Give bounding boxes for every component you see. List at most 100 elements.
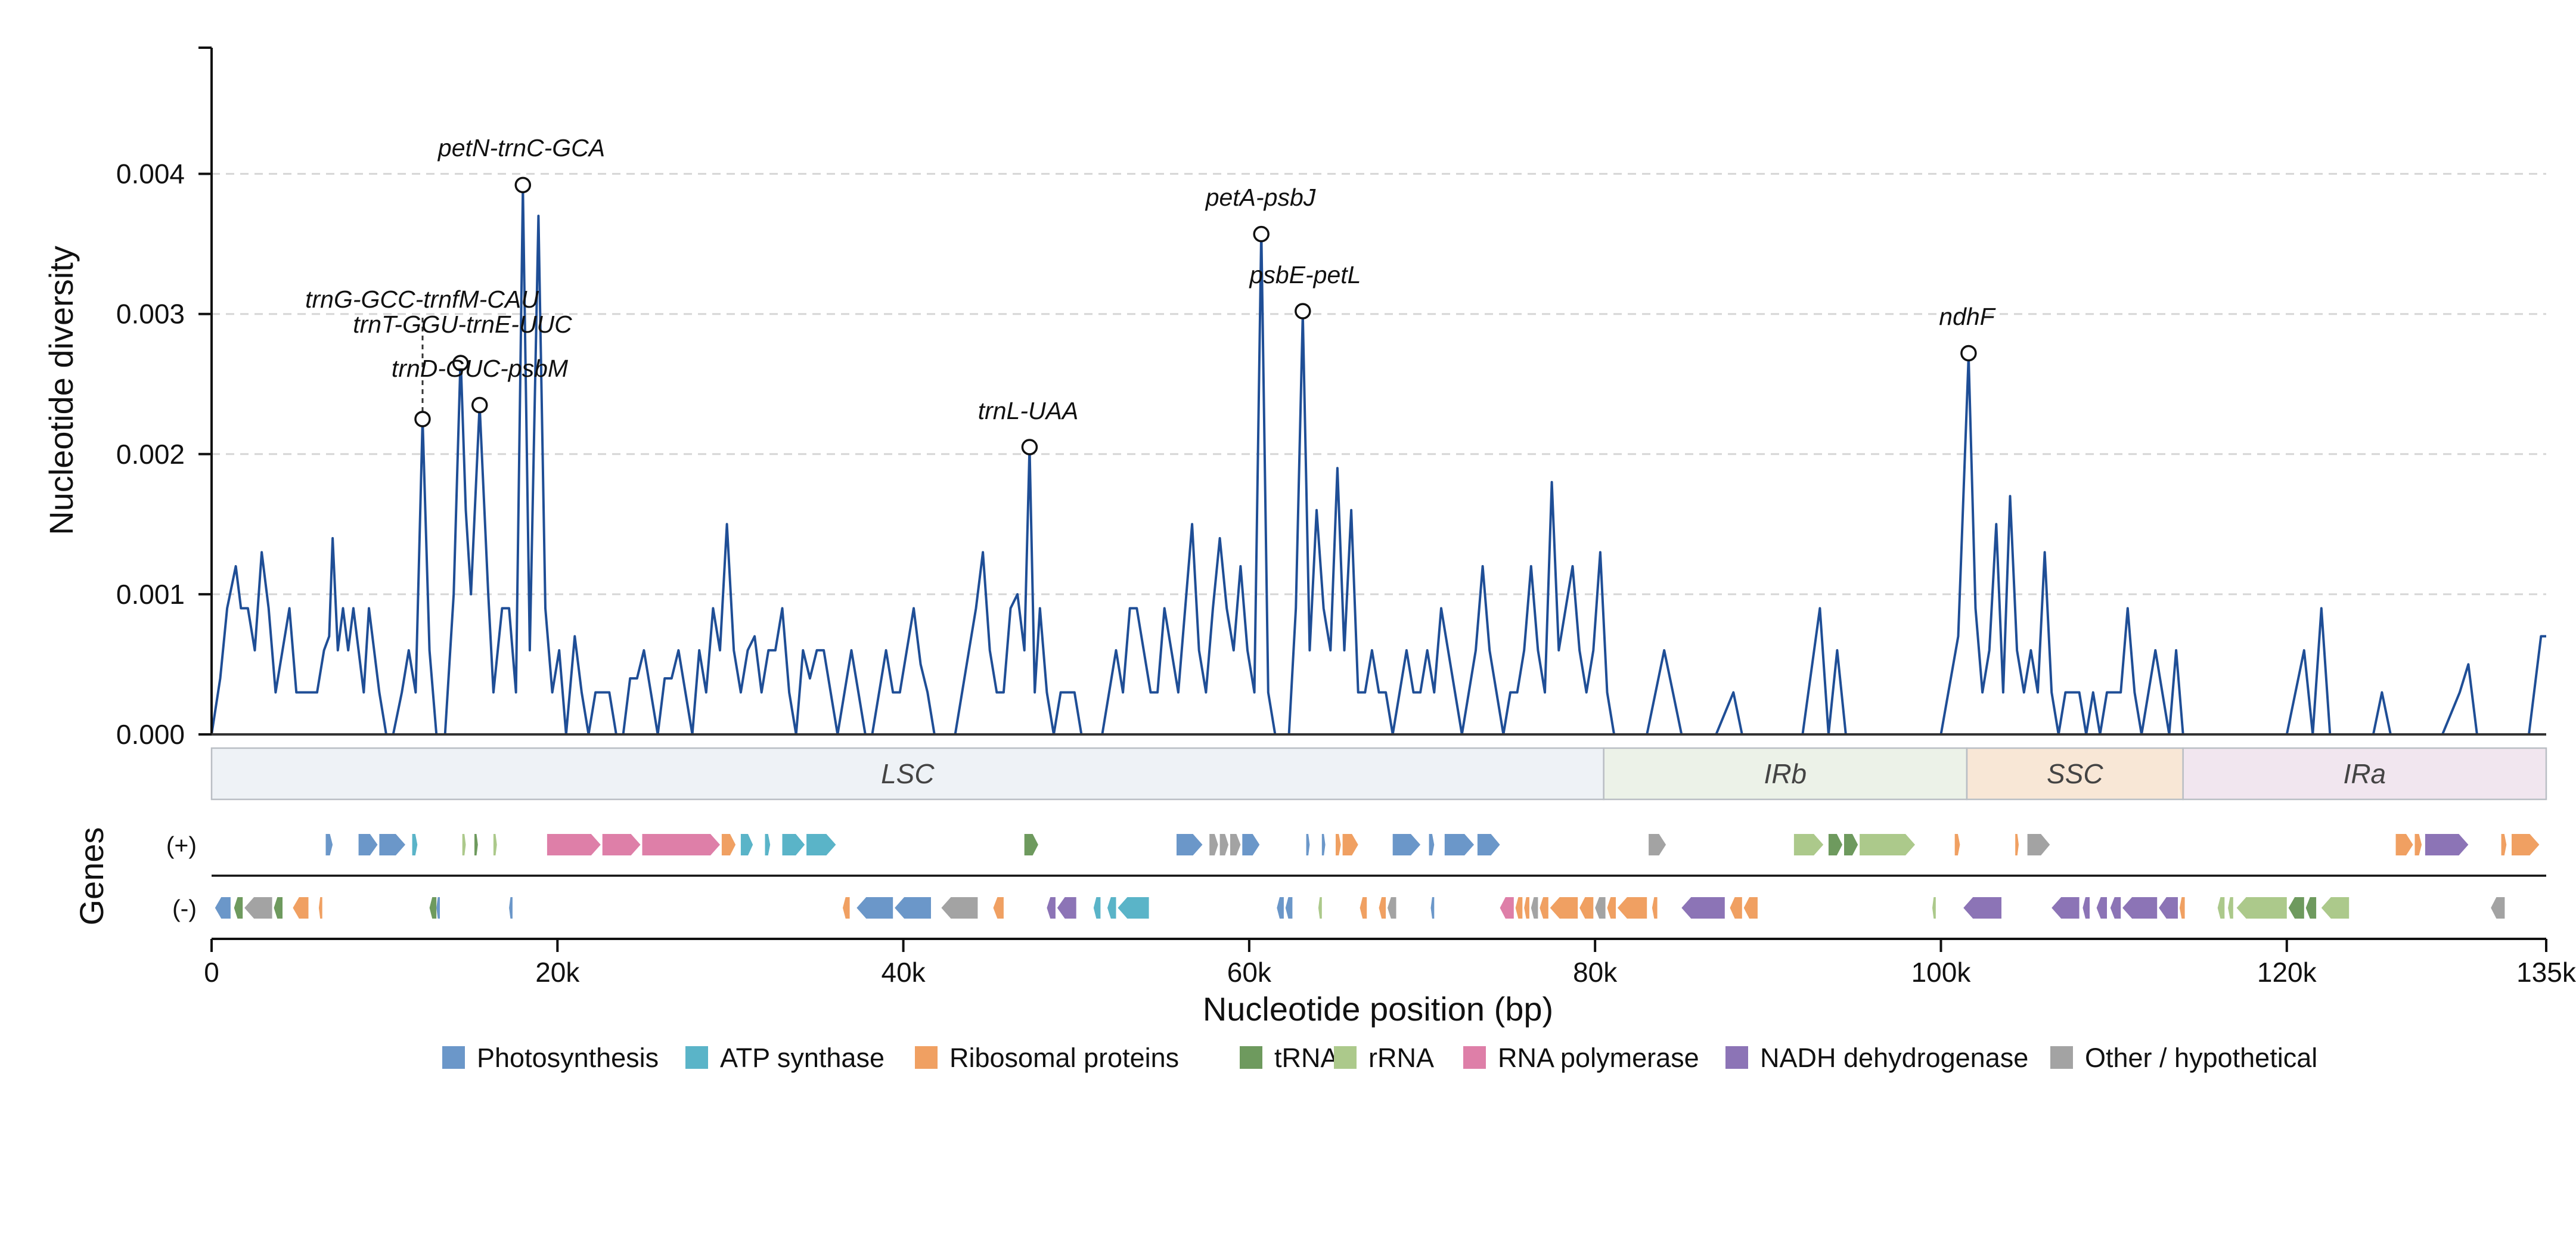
genes-axis-title: Genes: [73, 827, 110, 926]
x-tick-label: 120k: [2257, 957, 2317, 988]
gene-feature: [1306, 834, 1310, 855]
strand-label: (+): [166, 832, 197, 859]
gene-feature: [2425, 834, 2469, 855]
x-tick-label: 135k: [2516, 957, 2576, 988]
gene-feature: [1550, 897, 1578, 919]
gene-feature: [234, 897, 243, 919]
legend-swatch: [1240, 1046, 1262, 1069]
peak-label: trnD-GUC-psbM: [392, 355, 569, 382]
legend-label: Other / hypothetical: [2085, 1043, 2317, 1073]
gene-feature: [1360, 897, 1367, 919]
gene-feature: [1730, 897, 1742, 919]
gene-feature: [2228, 897, 2233, 919]
peak-marker: [414, 411, 431, 427]
region-label: LSC: [881, 758, 935, 789]
peak-label: trnL-UAA: [978, 397, 1079, 424]
gene-feature: [2122, 897, 2158, 919]
gene-feature: [1047, 897, 1056, 919]
gene-feature: [2395, 834, 2413, 855]
legend-label: RNA polymerase: [1498, 1043, 1699, 1073]
legend-label: Photosynthesis: [477, 1043, 659, 1073]
diversity-line-layer: [210, 187, 2546, 736]
gene-feature: [1540, 897, 1548, 919]
peak-label: ndhF: [1939, 303, 1995, 330]
gridlines: [212, 173, 2546, 596]
y-axis-title: Nucleotide diversity: [42, 246, 80, 535]
gene-feature: [1963, 897, 2001, 919]
gene-feature: [782, 834, 805, 855]
gene-feature: [358, 834, 378, 855]
legend-swatch: [1725, 1046, 1748, 1069]
gene-feature: [2321, 897, 2350, 919]
y-tick-label: 0.003: [116, 299, 185, 330]
gene-feature: [2414, 834, 2422, 855]
legend-swatch: [442, 1046, 465, 1069]
gene-feature: [1477, 834, 1500, 855]
x-tick-label: 80k: [1573, 957, 1618, 988]
gene-feature: [2288, 897, 2304, 919]
gene-feature: [1743, 897, 1758, 919]
gene-feature: [379, 834, 405, 855]
peak-label: trnT-GGU-trnE-UUC: [353, 311, 572, 338]
region-irb: [1603, 747, 1968, 801]
y-tick-label: 0.004: [116, 159, 185, 190]
gene-feature: [2082, 897, 2090, 919]
y-tick-label: 0.002: [116, 439, 185, 470]
legend: Photosynthesis ATP synthase Ribosomal prot…: [442, 1043, 2317, 1073]
gene-feature: [1954, 834, 1960, 855]
gene-feature: [1652, 897, 1658, 919]
gene-feature: [1379, 897, 1386, 919]
gene-feature: [1531, 897, 1538, 919]
y-tick-label: 0.000: [116, 719, 185, 750]
gene-tracks: (+) (-): [166, 832, 2546, 922]
legend-swatch: [2050, 1046, 2073, 1069]
peak-marker: [1021, 439, 1038, 455]
gene-feature: [1230, 834, 1241, 855]
peak-label: trnG-GCC-trnfM-CAU: [305, 286, 539, 313]
gene-feature: [436, 897, 440, 919]
gene-feature: [1595, 897, 1606, 919]
peak-label: psbE-petL: [1249, 261, 1361, 289]
region-label: IRa: [2344, 758, 2386, 789]
gene-feature: [474, 834, 478, 855]
gene-feature: [1336, 834, 1341, 855]
gene-feature: [1500, 897, 1514, 919]
x-tick-label: 100k: [1911, 957, 1972, 988]
x-axis-title: Nucleotide position (bp): [1203, 990, 1553, 1028]
x-tick-label: 0: [204, 957, 219, 988]
gene-feature: [318, 897, 322, 919]
gene-feature: [1242, 834, 1260, 855]
gene-feature: [1388, 897, 1396, 919]
gene-feature: [1617, 897, 1647, 919]
gene-feature: [1392, 834, 1421, 855]
gene-feature: [1828, 834, 1843, 855]
legend-swatch: [685, 1046, 708, 1069]
gene-feature: [412, 834, 418, 855]
legend-label: rRNA: [1368, 1043, 1434, 1073]
gene-feature: [244, 897, 272, 919]
gene-feature: [547, 834, 601, 855]
gene-feature: [1277, 897, 1284, 919]
region-lsc: [210, 747, 1604, 801]
gene-feature: [765, 834, 771, 855]
gene-feature: [642, 834, 720, 855]
legend-swatch: [915, 1046, 938, 1069]
gene-feature: [806, 834, 836, 855]
legend-label: ATP synthase: [720, 1043, 884, 1073]
genome-regions: LSC IRb SSC IRa: [210, 747, 2547, 801]
gene-feature: [429, 897, 437, 919]
legend-swatch: [1334, 1046, 1357, 1069]
gene-feature: [325, 834, 333, 855]
gene-feature: [1932, 897, 1936, 919]
gene-feature: [1024, 834, 1038, 855]
gene-feature: [2179, 897, 2185, 919]
gene-feature: [2512, 834, 2540, 855]
peak-annotations: petN-trnC-GCA trnG-GCC-trnfM-CAUtrnT-GGU-…: [305, 134, 1996, 455]
axes: Nucleotide diversity Nucleotide position…: [42, 46, 2576, 1028]
gene-feature: [1177, 834, 1203, 855]
gene-feature: [2491, 897, 2505, 919]
gene-feature: [2110, 897, 2121, 919]
gene-feature: [843, 897, 850, 919]
gene-feature: [2096, 897, 2107, 919]
gene-feature: [721, 834, 736, 855]
